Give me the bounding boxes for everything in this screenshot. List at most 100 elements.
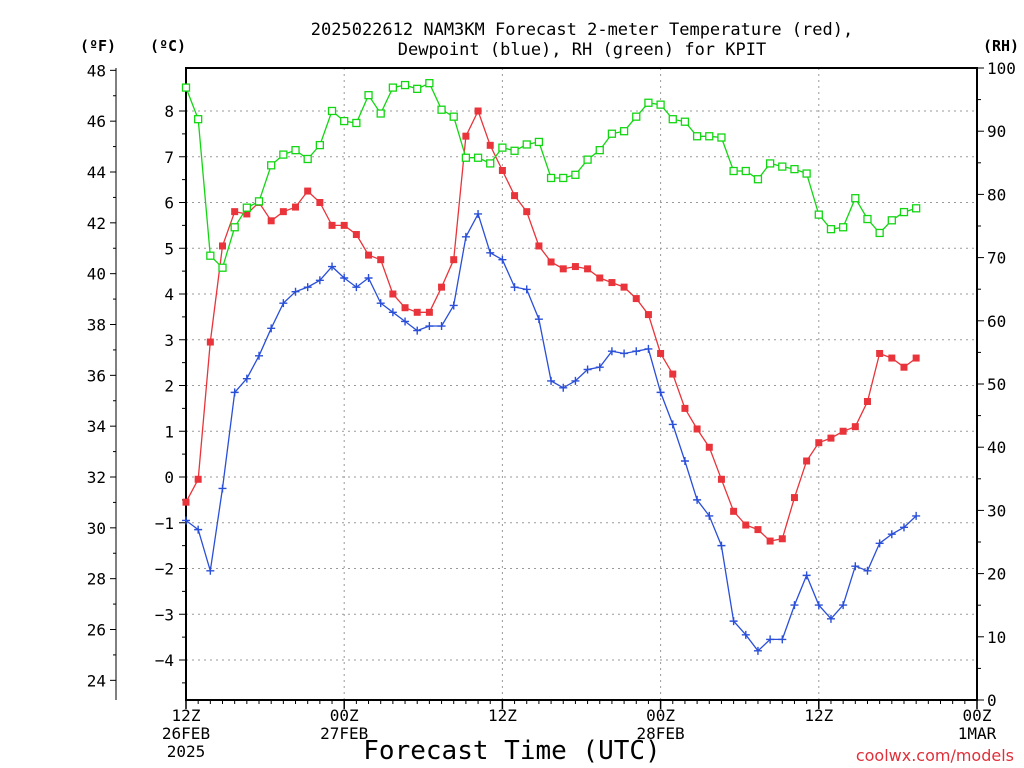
data-point <box>876 349 884 357</box>
data-point <box>534 315 543 324</box>
data-point <box>680 117 690 126</box>
fahrenheit-tick-label: 28 <box>87 570 106 589</box>
data-point <box>547 258 555 266</box>
data-point <box>523 208 531 216</box>
x-tick-label: 00Z <box>646 706 675 725</box>
fahrenheit-tick-label: 38 <box>87 316 106 335</box>
data-point <box>242 203 251 212</box>
data-point <box>742 521 750 529</box>
data-point <box>498 166 506 174</box>
data-point <box>510 146 519 155</box>
fahrenheit-tick-label: 32 <box>87 468 106 487</box>
data-point <box>826 225 836 234</box>
data-point <box>620 349 629 358</box>
fahrenheit-tick-label: 46 <box>87 112 106 131</box>
data-point <box>839 427 847 435</box>
celsius-tick-label: 3 <box>164 331 174 350</box>
data-point <box>206 251 215 260</box>
fahrenheit-tick-label: 36 <box>87 366 106 385</box>
data-point <box>839 601 848 610</box>
fahrenheit-tick-label: 40 <box>87 265 106 284</box>
data-point <box>583 365 592 374</box>
data-point <box>765 159 775 168</box>
data-point <box>352 231 360 239</box>
fahrenheit-tick-label: 34 <box>87 417 106 436</box>
data-point <box>230 223 239 232</box>
data-point <box>473 153 483 162</box>
rh-tick-label: 90 <box>987 122 1006 141</box>
data-point <box>181 83 191 92</box>
data-point <box>583 155 592 164</box>
data-point <box>498 255 507 264</box>
data-point <box>315 140 325 150</box>
data-point <box>461 153 471 162</box>
data-point <box>279 150 288 159</box>
data-point <box>693 425 701 433</box>
data-point <box>912 511 921 520</box>
data-point <box>218 263 227 272</box>
data-point <box>802 571 811 580</box>
x-tick-label: 12Z <box>804 706 833 725</box>
data-point <box>291 146 300 155</box>
data-point <box>730 507 738 515</box>
data-point <box>863 214 872 224</box>
data-point <box>790 601 799 610</box>
data-point <box>851 423 859 431</box>
data-point <box>511 192 519 200</box>
data-point <box>887 216 896 225</box>
data-point <box>705 132 714 141</box>
data-point <box>693 495 702 504</box>
data-point <box>304 187 312 195</box>
data-point <box>376 109 385 118</box>
data-point <box>438 283 446 291</box>
data-point <box>559 173 568 183</box>
data-point <box>267 324 276 333</box>
rh-tick-label: 10 <box>987 628 1006 647</box>
series-line <box>185 212 917 652</box>
data-point <box>741 630 750 639</box>
data-point <box>267 217 275 225</box>
data-point <box>596 274 604 282</box>
data-point <box>620 283 628 291</box>
celsius-unit-label: (ºC) <box>150 37 186 55</box>
chart-title-line1: 2025022612 NAM3KM Forecast 2-meter Tempe… <box>311 20 853 40</box>
x-tick-label: 1MAR <box>958 724 997 743</box>
data-point <box>595 363 604 372</box>
data-point <box>644 344 653 353</box>
axes: 24262830323436384042444648−4−3−2−1012345… <box>87 59 1016 761</box>
data-point <box>888 354 896 362</box>
data-point <box>462 132 470 140</box>
data-point <box>340 273 349 282</box>
data-point <box>608 279 616 287</box>
data-point <box>352 118 361 128</box>
celsius-tick-label: −2 <box>155 560 174 579</box>
data-point <box>486 248 495 257</box>
data-point <box>644 311 652 319</box>
data-point <box>413 84 422 94</box>
rh-tick-label: 20 <box>987 565 1006 584</box>
data-point <box>291 287 300 296</box>
data-point <box>267 161 276 170</box>
data-point <box>437 105 446 114</box>
data-point <box>657 349 665 357</box>
data-point <box>340 221 348 229</box>
data-point <box>450 256 458 264</box>
data-point <box>875 228 884 238</box>
data-series <box>181 79 921 655</box>
fahrenheit-unit-label: (ºF) <box>80 37 116 55</box>
celsius-tick-label: −4 <box>155 651 174 670</box>
data-point <box>413 326 422 335</box>
data-point <box>632 347 641 356</box>
data-point <box>182 498 190 506</box>
data-point <box>510 283 519 292</box>
x-tick-label: 00Z <box>963 706 992 725</box>
data-point <box>425 79 434 88</box>
rh-tick-label: 60 <box>987 312 1006 331</box>
data-point <box>595 146 604 155</box>
data-point <box>559 383 568 392</box>
data-point <box>218 484 227 493</box>
rh-tick-label: 30 <box>987 501 1006 520</box>
data-point <box>912 354 920 362</box>
data-point <box>498 143 507 152</box>
data-point <box>365 251 373 259</box>
